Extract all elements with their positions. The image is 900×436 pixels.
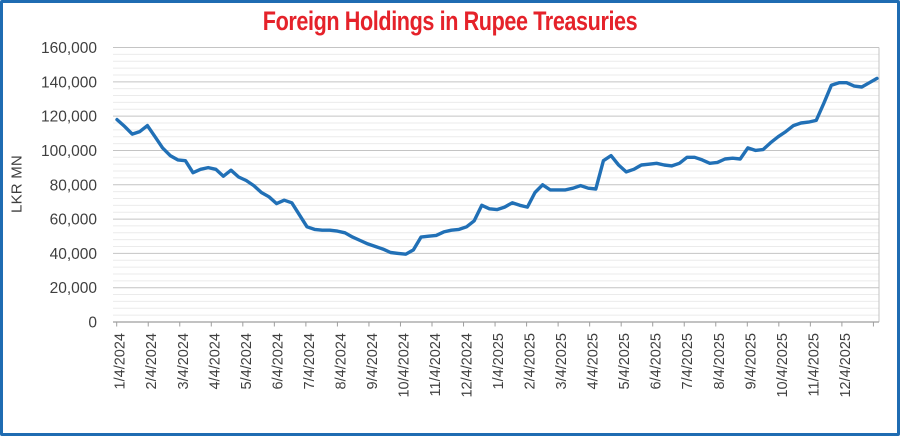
x-tick-label: 4/4/2025 bbox=[586, 333, 602, 389]
y-tick-label: 160,000 bbox=[41, 40, 97, 57]
x-tick-label: 3/4/2024 bbox=[176, 333, 192, 389]
x-tick-label: 10/4/2025 bbox=[775, 333, 791, 398]
y-tick-label: 0 bbox=[88, 315, 97, 332]
y-tick-label: 100,000 bbox=[41, 143, 97, 160]
chart-title-row: Foreign Holdings in Rupee Treasuries bbox=[0, 6, 900, 37]
x-tick-label: 7/4/2025 bbox=[680, 333, 696, 389]
y-tick-label: 140,000 bbox=[41, 74, 97, 91]
y-tick-label: 120,000 bbox=[41, 109, 97, 126]
x-tick-label: 11/4/2025 bbox=[806, 333, 822, 396]
x-tick-label: 1/4/2025 bbox=[491, 333, 507, 389]
x-tick-label: 8/4/2025 bbox=[712, 333, 728, 389]
x-tick-label: 7/4/2024 bbox=[302, 333, 318, 389]
x-tick-label: 5/4/2025 bbox=[617, 333, 633, 389]
x-tick-label: 9/4/2024 bbox=[365, 333, 381, 389]
y-tick-label: 20,000 bbox=[50, 280, 98, 297]
y-tick-label: 80,000 bbox=[50, 177, 98, 194]
x-tick-label: 11/4/2024 bbox=[428, 333, 444, 396]
series-line bbox=[115, 76, 879, 256]
x-tick-label: 6/4/2025 bbox=[649, 333, 665, 389]
x-tick-label: 9/4/2025 bbox=[743, 333, 759, 389]
y-tick-label: 40,000 bbox=[50, 246, 98, 263]
chart-title: Foreign Holdings in Rupee Treasuries bbox=[262, 6, 638, 36]
x-tick-label: 6/4/2024 bbox=[270, 333, 286, 389]
y-tick-label: 60,000 bbox=[50, 212, 98, 229]
x-tick-label: 10/4/2024 bbox=[396, 333, 412, 398]
x-tick-label: 4/4/2024 bbox=[207, 333, 223, 389]
x-tick-label: 5/4/2024 bbox=[239, 333, 255, 389]
x-tick-label: 8/4/2024 bbox=[333, 333, 349, 389]
x-tick-label: 12/4/2025 bbox=[838, 333, 854, 398]
x-tick-label: 3/4/2025 bbox=[554, 333, 570, 389]
x-tick-label: 12/4/2024 bbox=[460, 333, 476, 398]
x-tick-label: 1/4/2024 bbox=[113, 333, 129, 389]
x-tick-label: 2/4/2024 bbox=[144, 333, 160, 389]
x-tick-label: 2/4/2025 bbox=[523, 333, 539, 389]
